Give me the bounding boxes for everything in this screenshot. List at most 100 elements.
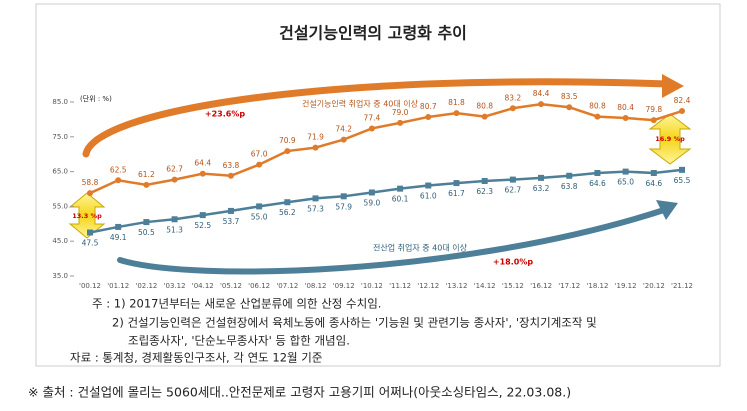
point bbox=[143, 181, 150, 188]
value-label: 70.9 bbox=[279, 136, 296, 145]
value-label: 64.6 bbox=[589, 179, 606, 188]
x-tick-label: '15.12 bbox=[502, 282, 524, 290]
annotation: 16.9 %p bbox=[655, 135, 685, 143]
value-label: 79.8 bbox=[645, 105, 662, 114]
value-label: 53.7 bbox=[223, 217, 240, 226]
point bbox=[425, 182, 432, 189]
x-tick-label: '07.12 bbox=[276, 282, 298, 290]
series-line bbox=[89, 168, 683, 234]
x-tick-label: '17.12 bbox=[558, 282, 580, 290]
value-label: 63.8 bbox=[561, 182, 578, 191]
value-label: 64.6 bbox=[645, 179, 662, 188]
x-tick-label: '08.12 bbox=[305, 282, 327, 290]
point bbox=[481, 177, 488, 184]
value-label: 56.2 bbox=[279, 208, 296, 217]
series-label: 건설기능인력 취업자 중 40대 이상 bbox=[302, 99, 419, 109]
value-label: 52.5 bbox=[194, 221, 211, 230]
point bbox=[566, 104, 573, 111]
x-tick-label: '20.12 bbox=[643, 282, 665, 290]
point bbox=[453, 110, 460, 117]
point bbox=[622, 168, 629, 175]
point bbox=[284, 199, 291, 206]
value-label: 63.2 bbox=[533, 184, 550, 193]
value-label: 84.4 bbox=[533, 89, 550, 98]
point bbox=[340, 193, 347, 200]
point bbox=[199, 170, 206, 177]
y-tick-label: 55.0 bbox=[52, 202, 68, 210]
x-tick-label: '01.12 bbox=[107, 282, 129, 290]
point bbox=[284, 148, 291, 155]
point bbox=[115, 223, 122, 230]
point bbox=[397, 119, 404, 126]
value-label: 59.0 bbox=[364, 198, 381, 207]
point bbox=[312, 144, 319, 151]
value-label: 57.9 bbox=[335, 202, 352, 211]
value-label: 57.3 bbox=[307, 204, 324, 213]
point bbox=[594, 169, 601, 176]
gap-arrow bbox=[648, 113, 692, 165]
value-label: 50.5 bbox=[138, 228, 155, 237]
y-tick-label: 75.0 bbox=[52, 133, 68, 141]
point bbox=[87, 229, 93, 236]
value-label: 62.7 bbox=[505, 186, 522, 195]
gap-arrow bbox=[68, 192, 106, 239]
x-tick-label: '02.12 bbox=[135, 282, 157, 290]
value-label: 83.2 bbox=[505, 93, 522, 102]
annotation: +23.6%p bbox=[205, 110, 245, 119]
point bbox=[650, 169, 657, 176]
x-tick-label: '12.12 bbox=[417, 282, 439, 290]
value-label: 63.8 bbox=[223, 161, 240, 170]
note: 주 : 1) 2017년부터는 새로운 산업분류에 의한 산정 수치임. bbox=[92, 297, 381, 311]
arrow-head bbox=[662, 74, 684, 98]
value-label: 65.5 bbox=[674, 176, 691, 185]
point bbox=[227, 172, 234, 179]
value-label: 80.4 bbox=[617, 103, 634, 112]
value-label: 51.3 bbox=[166, 225, 183, 234]
x-tick-label: '10.12 bbox=[361, 282, 383, 290]
value-label: 80.7 bbox=[420, 102, 437, 111]
x-tick-label: '21.12 bbox=[671, 282, 693, 290]
value-label: 58.8 bbox=[82, 178, 99, 187]
x-tick-label: '16.12 bbox=[530, 282, 552, 290]
x-tick-label: '14.12 bbox=[474, 282, 496, 290]
value-label: 67.0 bbox=[251, 150, 268, 159]
point bbox=[199, 212, 206, 219]
x-tick-label: '03.12 bbox=[164, 282, 186, 290]
point bbox=[679, 166, 685, 173]
value-label: 83.5 bbox=[561, 92, 578, 101]
value-label: 77.4 bbox=[364, 113, 381, 122]
x-tick-label: '11.12 bbox=[389, 282, 411, 290]
chart-title: 건설기능인력의 고령화 추이 bbox=[279, 24, 467, 43]
point bbox=[594, 113, 601, 120]
point bbox=[143, 219, 150, 226]
x-tick-label: '05.12 bbox=[220, 282, 242, 290]
value-label: 81.8 bbox=[448, 98, 465, 107]
x-tick-label: '18.12 bbox=[586, 282, 608, 290]
point bbox=[679, 108, 685, 115]
annotation: 13.3 %p bbox=[72, 212, 102, 220]
point bbox=[115, 177, 122, 184]
x-tick-label: '06.12 bbox=[248, 282, 270, 290]
point bbox=[509, 176, 516, 183]
point bbox=[227, 207, 234, 214]
value-label: 64.4 bbox=[194, 159, 211, 168]
annotation: +18.0%p bbox=[493, 258, 533, 267]
point bbox=[566, 172, 573, 179]
point bbox=[256, 161, 263, 168]
value-label: 55.0 bbox=[251, 212, 268, 221]
x-tick-label: '13.12 bbox=[445, 282, 467, 290]
y-tick-label: 65.0 bbox=[52, 168, 68, 176]
value-label: 62.7 bbox=[166, 165, 183, 174]
point bbox=[453, 180, 460, 187]
x-tick-label: '19.12 bbox=[615, 282, 637, 290]
value-label: 65.0 bbox=[617, 178, 634, 187]
value-label: 47.5 bbox=[82, 239, 99, 248]
note: 조립종사자', '단순노무종사자' 등 합한 개념임. bbox=[128, 334, 350, 348]
x-tick-label: '09.12 bbox=[333, 282, 355, 290]
point bbox=[368, 125, 375, 132]
value-label: 49.1 bbox=[110, 233, 127, 242]
point bbox=[622, 115, 629, 122]
point bbox=[397, 185, 404, 192]
note: 자료 : 통계청, 경제활동인구조사, 각 연도 12월 기준 bbox=[70, 351, 322, 365]
